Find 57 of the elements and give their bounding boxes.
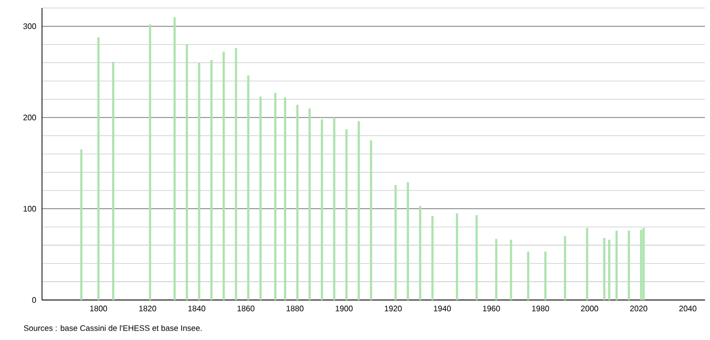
bar — [80, 149, 82, 300]
bar — [198, 62, 200, 300]
bar — [431, 216, 434, 300]
bar — [148, 24, 152, 300]
bar — [476, 215, 478, 300]
x-tick-label: 1940 — [434, 306, 451, 312]
bar — [586, 228, 588, 300]
y-tick-label: 0 — [32, 297, 36, 303]
bar — [284, 97, 286, 300]
x-tick-label: 1820 — [139, 306, 156, 312]
bar — [210, 60, 213, 300]
x-tick-label: 2020 — [630, 306, 648, 312]
bar — [186, 44, 188, 300]
x-tick-label: 1800 — [90, 306, 108, 312]
x-tick-label: 2040 — [679, 306, 696, 312]
y-tick-label: 300 — [23, 23, 36, 30]
bar — [274, 92, 276, 300]
x-tick-label: 1840 — [188, 306, 206, 312]
bar — [370, 140, 372, 300]
bar — [603, 238, 606, 300]
bar — [308, 108, 311, 300]
x-tick-label: 2000 — [581, 306, 598, 312]
bar — [495, 238, 498, 300]
bar — [608, 240, 610, 300]
bar — [174, 17, 176, 300]
bar — [247, 76, 250, 300]
y-tick-label: 200 — [23, 114, 36, 120]
bar — [222, 52, 225, 300]
bar — [112, 62, 114, 300]
bar — [406, 182, 409, 300]
bar — [358, 121, 360, 300]
bar — [615, 230, 618, 300]
x-tick-label: 1980 — [532, 306, 550, 312]
bar — [320, 119, 324, 300]
bar — [394, 185, 397, 300]
bar — [564, 236, 566, 300]
bar — [97, 37, 100, 300]
source-note: Sources : base Cassini de l'EHESS et base Insee. — [24, 325, 202, 331]
bar — [296, 104, 298, 300]
bar — [544, 252, 546, 300]
x-tick-label: 1920 — [384, 306, 402, 312]
x-tick-label: 1960 — [483, 306, 500, 312]
bar — [333, 117, 336, 300]
bar — [259, 96, 262, 300]
bar — [419, 206, 422, 300]
bar — [456, 213, 458, 300]
y-tick-label: 100 — [24, 206, 36, 212]
bar — [640, 230, 642, 300]
bar — [527, 252, 530, 300]
bar — [345, 129, 348, 300]
x-tick-label: 1880 — [286, 306, 304, 312]
bar — [510, 240, 512, 300]
x-tick-label: 1860 — [238, 306, 254, 312]
bar — [628, 230, 630, 300]
bar — [642, 228, 645, 300]
bar — [234, 48, 238, 300]
x-tick-label: 1900 — [336, 306, 353, 312]
